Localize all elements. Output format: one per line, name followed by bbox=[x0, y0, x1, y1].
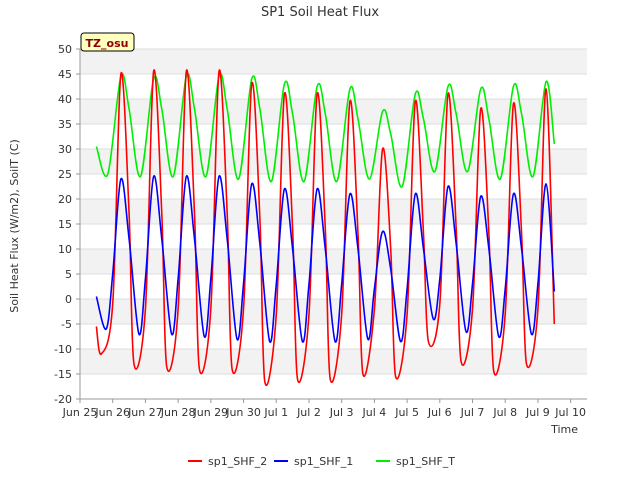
y-tick-label: 25 bbox=[58, 168, 72, 181]
y-tick-label: 15 bbox=[58, 218, 72, 231]
plot-band bbox=[80, 249, 587, 274]
x-tick-label: Jun 27 bbox=[127, 406, 163, 419]
x-tick-label: Jun 26 bbox=[94, 406, 130, 419]
y-tick-label: 5 bbox=[65, 268, 72, 281]
plot-band bbox=[80, 199, 587, 224]
x-tick-label: Jul 6 bbox=[427, 406, 452, 419]
x-tick-label: Jul 8 bbox=[492, 406, 517, 419]
x-tick-label: Jun 25 bbox=[62, 406, 98, 419]
series-line-sp1_SHF_2 bbox=[95, 69, 556, 386]
x-tick-label: Jul 7 bbox=[460, 406, 485, 419]
series-line-sp1_SHF_1 bbox=[95, 175, 556, 343]
y-tick-label: 45 bbox=[58, 68, 72, 81]
y-axis-label: Soil Heat Flux (W/m2), SoilT (C) bbox=[8, 139, 21, 312]
legend-label-sp1_SHF_T: sp1_SHF_T bbox=[396, 455, 455, 468]
x-tick-label: Jul 10 bbox=[554, 406, 586, 419]
y-tick-label: -10 bbox=[54, 343, 72, 356]
series-lines bbox=[95, 69, 556, 386]
x-tick-label: Jun 30 bbox=[225, 406, 261, 419]
y-tick-label: 40 bbox=[58, 93, 72, 106]
x-tick-label: Jul 5 bbox=[394, 406, 419, 419]
y-tick-label: -20 bbox=[54, 393, 72, 406]
y-tick-label: 30 bbox=[58, 143, 72, 156]
legend: sp1_SHF_2 sp1_SHF_1 sp1_SHF_T bbox=[188, 455, 455, 468]
x-tick-label: Jul 4 bbox=[361, 406, 386, 419]
annotation-badge: TZ_osu bbox=[80, 32, 135, 52]
legend-label-sp1_SHF_1: sp1_SHF_1 bbox=[294, 455, 353, 468]
y-tick-label: 35 bbox=[58, 118, 72, 131]
x-tick-label: Jul 1 bbox=[263, 406, 288, 419]
y-tick-label: -5 bbox=[61, 318, 72, 331]
y-tick-label: -15 bbox=[54, 368, 72, 381]
x-tick-label: Jul 3 bbox=[329, 406, 354, 419]
x-tick-label: Jul 9 bbox=[525, 406, 550, 419]
y-tick-label: 20 bbox=[58, 193, 72, 206]
y-tick-label: 10 bbox=[58, 243, 72, 256]
plot-band bbox=[80, 299, 587, 324]
x-tick-label: Jun 29 bbox=[192, 406, 228, 419]
plot-band bbox=[80, 49, 587, 74]
x-tick-label: Jul 2 bbox=[296, 406, 321, 419]
legend-label-sp1_SHF_2: sp1_SHF_2 bbox=[208, 455, 267, 468]
y-tick-label: 50 bbox=[58, 43, 72, 56]
plot-band bbox=[80, 99, 587, 124]
x-axis-label: Time bbox=[550, 423, 578, 436]
annotation-text: TZ_osu bbox=[86, 37, 129, 50]
y-tick-label: 0 bbox=[65, 293, 72, 306]
series-line-sp1_SHF_T bbox=[95, 73, 556, 188]
x-tick-label: Jun 28 bbox=[160, 406, 196, 419]
annotation-box bbox=[80, 32, 135, 52]
plot-band bbox=[80, 349, 587, 374]
chart-title: SP1 Soil Heat Flux bbox=[261, 5, 379, 20]
